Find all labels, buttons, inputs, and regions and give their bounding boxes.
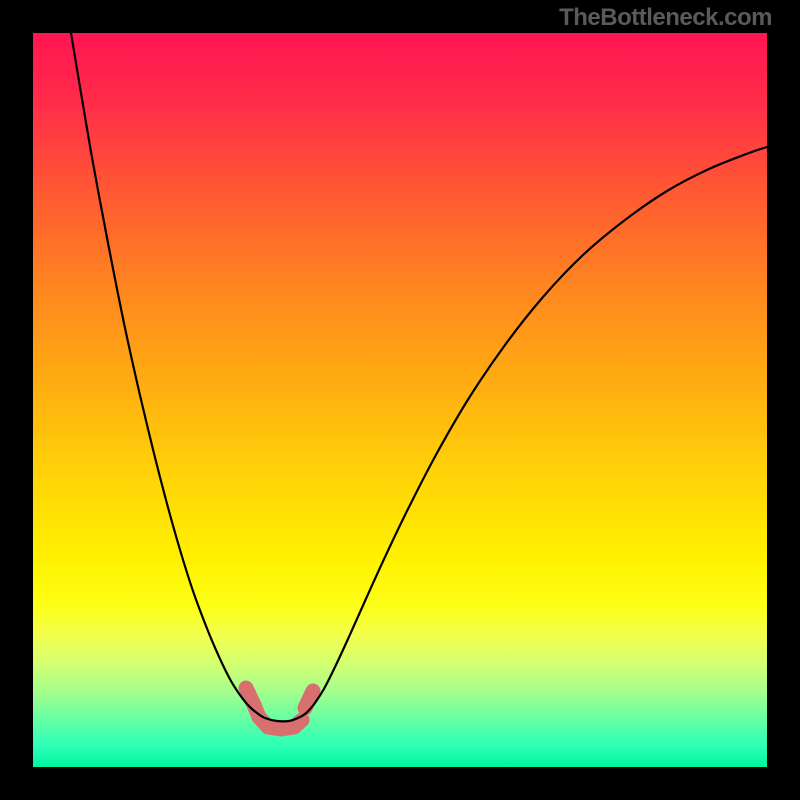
plot-area [33, 33, 767, 767]
chart-svg [33, 33, 767, 767]
main-curve [71, 33, 767, 721]
watermark-text: TheBottleneck.com [559, 4, 772, 32]
bottom-marks [246, 688, 313, 729]
